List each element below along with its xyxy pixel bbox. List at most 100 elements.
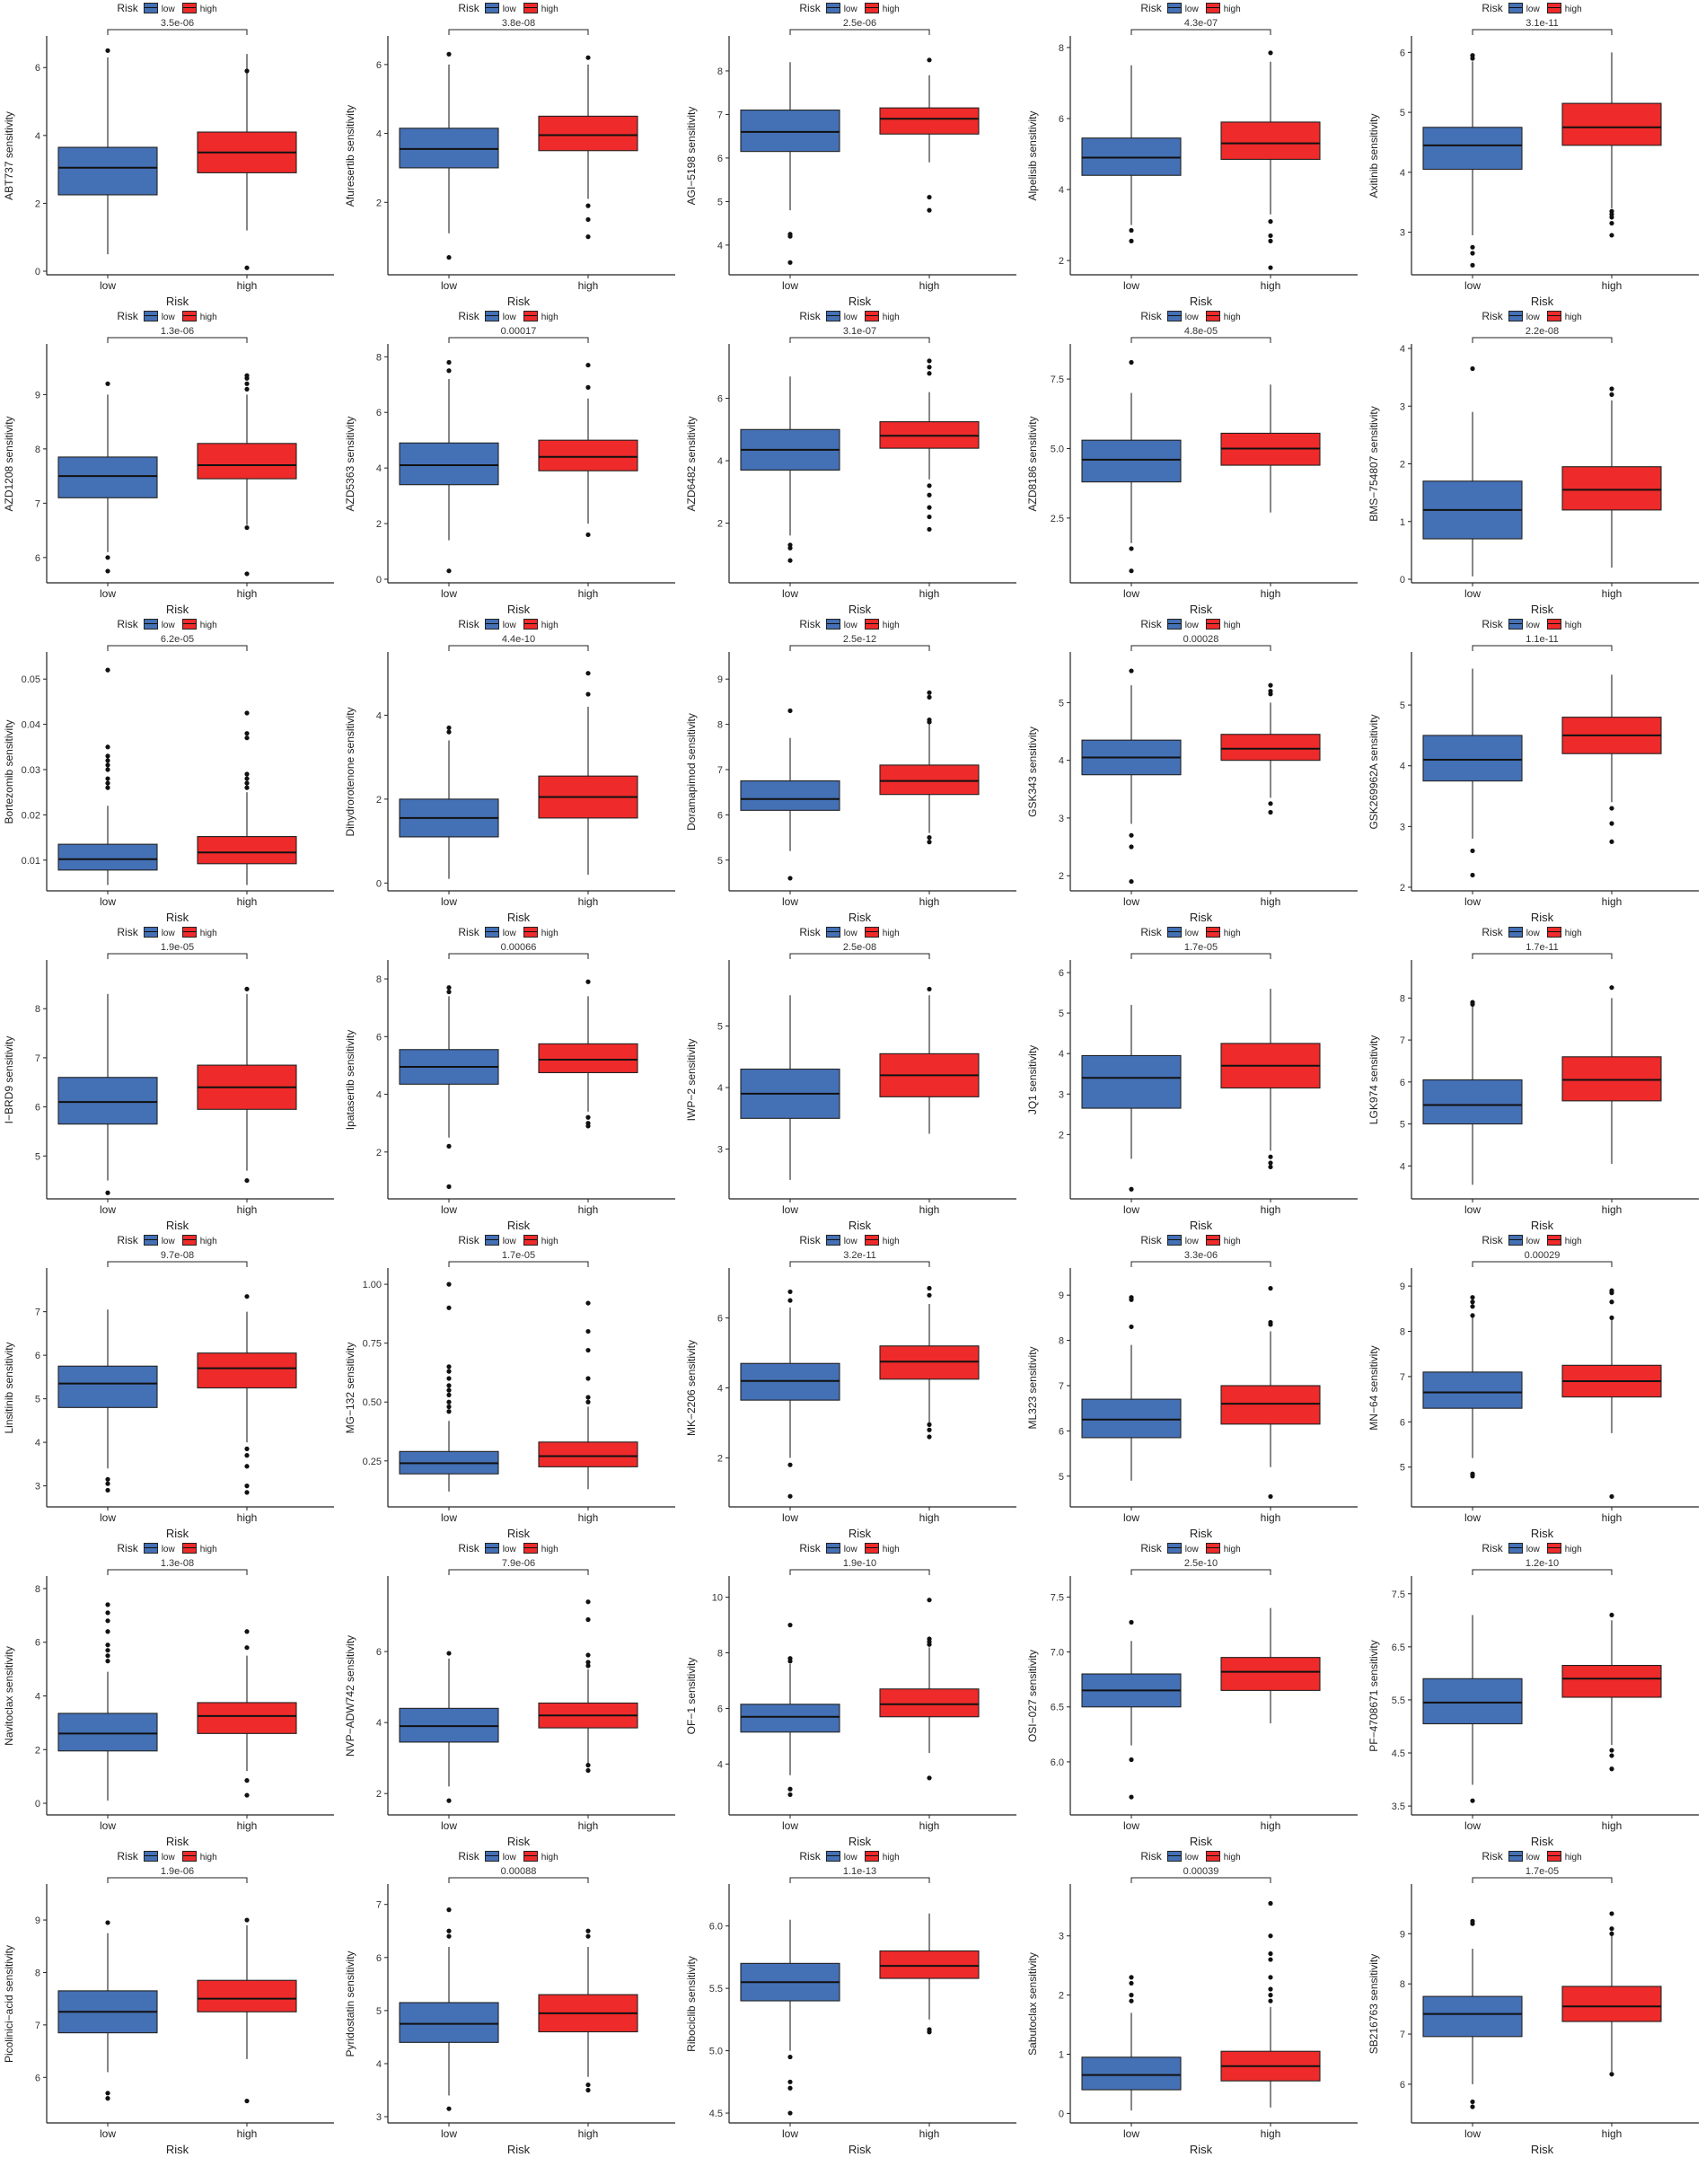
legend-key-high (864, 3, 879, 13)
legend-key-high (181, 1851, 197, 1862)
legend-label-high: high (882, 1237, 900, 1246)
y-tick-label: 9 (35, 1915, 40, 1926)
outlier-point (927, 1427, 932, 1432)
legend-title: Risk (1140, 1234, 1162, 1246)
legend-title: Risk (1482, 1850, 1503, 1863)
legend: Risk low high (682, 1234, 1024, 1246)
significance-bracket (1130, 1569, 1271, 1575)
legend: Risk low high (341, 310, 682, 322)
outlier-point (446, 725, 452, 731)
box-low (1422, 1995, 1523, 2038)
x-tick-label: low (1123, 1819, 1139, 1832)
legend-label-low: low (1184, 4, 1199, 14)
p-value-label: 3.3e-06 (1184, 1250, 1218, 1261)
legend-key-high (864, 1235, 879, 1246)
outlier-point (446, 1651, 452, 1656)
significance-bracket (789, 953, 930, 959)
y-tick-label: 0 (1059, 2109, 1064, 2119)
legend-key-high (181, 619, 197, 630)
legend-label-high: high (882, 929, 900, 938)
legend-label-low: low (161, 1237, 175, 1246)
outlier-point (585, 1328, 591, 1334)
boxplot-svg: 2 4 6 8 low high 4.3e-07 Alpelisib sensitivity R… (1026, 18, 1358, 308)
legend-label-high: high (1564, 1237, 1582, 1246)
p-value-label: 3.5e-06 (161, 18, 194, 29)
x-tick-label: low (441, 895, 457, 908)
outlier-point (1609, 806, 1614, 811)
legend: Risk low high (0, 1542, 341, 1554)
legend: Risk low high (682, 310, 1024, 322)
x-axis-title: Risk (849, 295, 872, 308)
legend-title: Risk (458, 1234, 479, 1246)
legend-label-low: low (161, 4, 175, 14)
legend: Risk low high (341, 1542, 682, 1554)
outlier-point (585, 671, 591, 676)
boxplot-panel: Risk low high 4.5 5.0 5.5 6.0 low high 1.1e-13 Rib… (682, 1848, 1024, 2158)
outlier-point (585, 1660, 591, 1665)
y-tick-label: 0.04 (22, 720, 40, 731)
outlier-point (446, 51, 452, 57)
y-tick-label: 3 (1059, 1932, 1064, 1942)
y-axis-label: OF−1 sensitivity (685, 1658, 698, 1735)
x-tick-label: low (100, 279, 116, 292)
y-tick-label: 7 (1400, 1372, 1405, 1383)
y-axis-label: Picolinici−acid sensitivity (3, 1945, 15, 2063)
x-tick-label: low (1123, 279, 1139, 292)
x-axis-title: Risk (1190, 1219, 1213, 1232)
legend-label-low: low (1184, 1545, 1199, 1554)
x-axis-title: Risk (849, 1527, 872, 1540)
significance-bracket (789, 1569, 930, 1575)
outlier-point (105, 785, 110, 790)
y-tick-label: 2 (376, 1148, 382, 1158)
y-tick-label: 0.03 (22, 765, 40, 776)
y-tick-label: 2 (376, 198, 382, 208)
outlier-point (105, 2096, 110, 2101)
legend-label-high: high (541, 1237, 558, 1246)
legend-label-low: low (843, 4, 857, 14)
box-low (57, 843, 158, 871)
legend-title: Risk (799, 1542, 821, 1554)
box-high (879, 107, 980, 135)
y-tick-label: 2 (376, 795, 382, 806)
boxplot-panel: Risk low high 4 5 6 7 8 low high 1.7e-11 LGK974 sen… (1365, 924, 1706, 1234)
y-axis-label: OSI−027 sensitivity (1026, 1650, 1039, 1742)
legend-title: Risk (117, 2, 138, 14)
outlier-point (244, 785, 250, 790)
outlier-point (787, 2079, 793, 2084)
legend-label-low: low (502, 1237, 516, 1246)
y-tick-label: 6 (35, 2073, 40, 2083)
x-tick-label: high (578, 1511, 599, 1524)
legend-label-low: low (1526, 4, 1540, 14)
y-tick-label: 5 (35, 1395, 40, 1405)
y-axis-label: MG−132 sensitivity (344, 1343, 356, 1434)
legend-title: Risk (458, 926, 479, 938)
boxplot-svg: 2.5 5.0 7.5 low high 4.8e-05 AZD8186 sensitivi… (1026, 326, 1358, 616)
y-tick-label: 6 (35, 1103, 40, 1114)
outlier-point (244, 1792, 250, 1798)
outlier-point (1470, 56, 1475, 61)
legend-key-high (181, 311, 197, 321)
x-tick-label: low (100, 1819, 116, 1832)
outlier-point (927, 1422, 932, 1427)
legend-label-low: low (161, 929, 175, 938)
box-low (399, 2002, 499, 2043)
p-value-label: 3.1e-07 (843, 326, 876, 337)
y-tick-label: 7 (1400, 1035, 1405, 1046)
legend-key-high (1546, 311, 1561, 321)
y-tick-label: 6.0 (1051, 1757, 1064, 1768)
outlier-point (244, 524, 250, 531)
outlier-point (927, 505, 932, 510)
outlier-point (585, 1376, 591, 1381)
y-tick-label: 4.5 (709, 2109, 723, 2119)
y-tick-label: 5 (1400, 108, 1405, 119)
legend-key-low (484, 1235, 499, 1246)
outlier-point (1268, 1154, 1273, 1159)
legend-label-low: low (1526, 1545, 1540, 1554)
y-tick-label: 2 (1059, 1991, 1064, 2002)
outlier-point (1609, 386, 1614, 392)
boxplot-svg: 0.01 0.02 0.03 0.04 0.05 low high 6.2e-05 Bortez… (3, 634, 334, 924)
y-tick-label: 5 (1059, 1472, 1064, 1483)
outlier-point (1609, 392, 1614, 397)
p-value-label: 2.5e-12 (843, 634, 876, 645)
boxplot-svg: 4 5 6 7 8 low high 2.5e-06 AGI−5198 sensitivity R… (685, 18, 1016, 308)
